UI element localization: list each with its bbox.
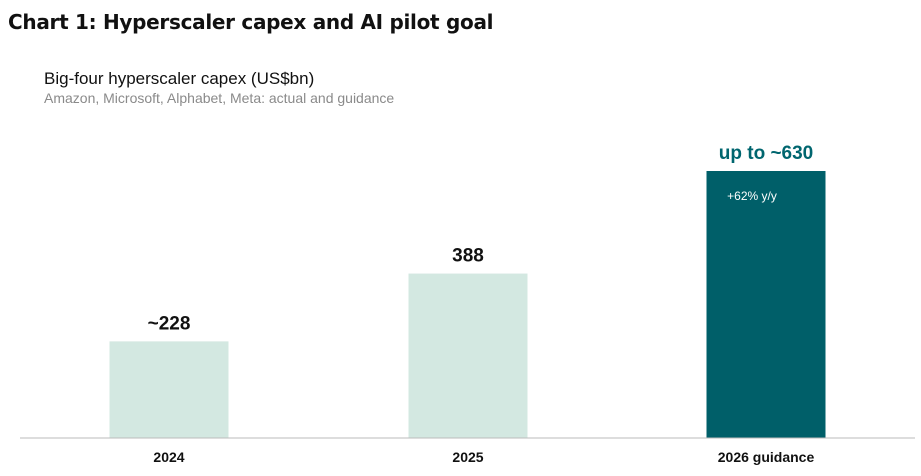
x-tick-label: 2024 xyxy=(153,449,184,465)
x-tick-label: 2025 xyxy=(452,449,483,465)
chart-title: Big-four hyperscaler capex (US$bn) xyxy=(44,69,315,88)
growth-annotation: +62% y/y xyxy=(727,189,777,203)
page-title: Chart 1: Hyperscaler capex and AI pilot … xyxy=(8,10,494,34)
value-label: ~228 xyxy=(148,313,191,334)
value-label: up to ~630 xyxy=(719,143,814,164)
bar-2025 xyxy=(408,273,528,438)
bar-2026-guidance xyxy=(706,171,826,438)
chart-subtitle: Amazon, Microsoft, Alphabet, Meta: actua… xyxy=(44,90,395,106)
value-label: 388 xyxy=(452,246,484,267)
bar-2024 xyxy=(109,341,229,438)
x-tick-label: 2026 guidance xyxy=(718,449,815,465)
